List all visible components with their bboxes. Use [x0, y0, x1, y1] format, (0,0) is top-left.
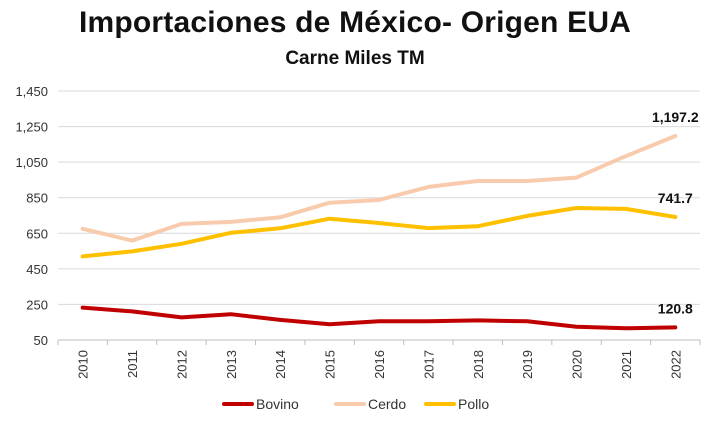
x-tick-label: 2018 [471, 350, 486, 379]
x-tick-label: 2010 [76, 350, 91, 379]
x-tick-label: 2012 [174, 350, 189, 379]
y-tick-label: 850 [26, 191, 48, 206]
y-tick-label: 450 [26, 262, 48, 277]
gridlines [58, 90, 700, 341]
y-tick-label: 1,450 [15, 84, 48, 99]
x-tick-label: 2011 [125, 350, 140, 378]
y-tick-label: 250 [26, 297, 48, 312]
x-tick-label: 2015 [323, 350, 338, 379]
x-tick-label: 2019 [520, 350, 535, 379]
data-label-pollo: 741.7 [658, 190, 693, 206]
data-label-bovino: 120.8 [658, 300, 693, 316]
data-labels: 120.8 1,197.2 741.7 [652, 109, 699, 316]
x-tick-label: 2013 [224, 350, 239, 379]
legend-label-bovino: Bovino [256, 396, 299, 412]
y-tick-label: 1,250 [15, 120, 48, 135]
series-lines [80, 134, 678, 331]
x-tick-label: 2017 [421, 350, 436, 379]
y-tick-label: 650 [26, 226, 48, 241]
y-tick-label: 50 [34, 333, 48, 348]
x-tick-label: 2020 [570, 350, 585, 379]
chart-title: Importaciones de México- Origen EUA [78, 6, 632, 39]
legend: Bovino Cerdo Pollo [222, 396, 489, 412]
x-tick-label: 2014 [273, 350, 288, 379]
y-axis: 50 250 450 650 850 1,050 1,250 1,450 [15, 84, 48, 348]
series-line-cerdo [80, 134, 678, 243]
y-tick-label: 1,050 [15, 155, 48, 170]
series-line-bovino [80, 305, 678, 331]
x-axis: 2010 2011 2012 2013 2014 2015 2016 2017 2018 2019… [57, 339, 701, 379]
chart-subtitle: Carne Miles TM [285, 48, 425, 69]
x-tick-label: 2016 [372, 350, 387, 379]
legend-label-cerdo: Cerdo [368, 396, 406, 412]
data-label-cerdo: 1,197.2 [652, 109, 699, 125]
legend-label-pollo: Pollo [458, 396, 489, 412]
x-tick-label: 2022 [668, 350, 683, 379]
x-tick-label: 2021 [619, 350, 634, 379]
series-line-pollo [80, 206, 678, 259]
